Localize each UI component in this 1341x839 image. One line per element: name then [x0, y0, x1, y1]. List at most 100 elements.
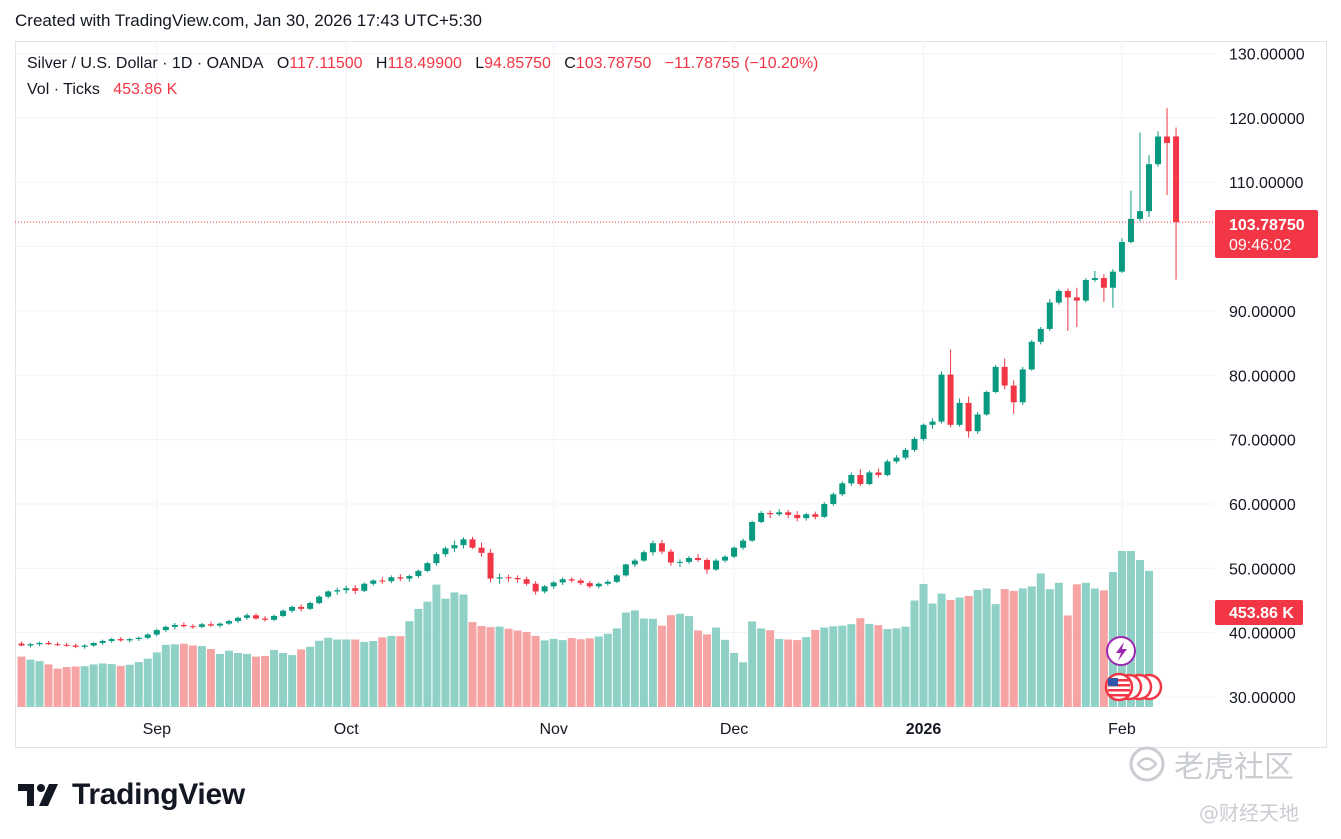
candle [244, 613, 250, 620]
volume-bar [594, 636, 603, 707]
us-economic-event-icons[interactable] [1104, 672, 1163, 702]
candle [713, 558, 720, 571]
volume-bar [865, 623, 874, 707]
volume-bar [459, 594, 468, 707]
candle-body [631, 560, 638, 565]
volume-bar [71, 666, 80, 707]
candle-body [929, 421, 936, 425]
price-tick-label: 70.00000 [1229, 433, 1296, 450]
candle [406, 574, 413, 582]
volume-bar [261, 656, 270, 707]
watermark-author: @财经天地 [1199, 801, 1299, 825]
volume-bar [928, 603, 937, 707]
candle [505, 574, 512, 582]
candle [848, 472, 855, 486]
close-value: 103.78750 [575, 55, 652, 72]
time-tick-label: Nov [539, 721, 567, 738]
volume-bar [414, 608, 423, 707]
tradingview-logo[interactable]: TradingView [18, 778, 245, 812]
candle [478, 542, 485, 557]
candle-body [541, 586, 548, 592]
candle-body [180, 624, 187, 627]
volume-badge[interactable]: 453.86 K [1215, 600, 1303, 625]
candle [1127, 190, 1134, 244]
candle-body [271, 615, 278, 620]
grid-lines [15, 41, 1215, 708]
volume-bar [874, 625, 883, 707]
candle [803, 512, 810, 521]
candle [18, 641, 25, 647]
volume-bar [937, 593, 946, 707]
close-label: C [564, 55, 576, 72]
watermark-community: 老虎社区 [1128, 742, 1294, 786]
volume-bar [197, 646, 206, 707]
volume-bar [477, 626, 486, 707]
candle [135, 636, 142, 642]
last-price-badge[interactable]: 103.78750 09:46:02 [1215, 210, 1318, 258]
candle-body [857, 474, 864, 485]
volume-bar [125, 664, 134, 707]
volume-bar [396, 636, 405, 707]
candle-body [433, 554, 440, 564]
volume-bar [432, 584, 441, 707]
candle [523, 576, 530, 586]
candle-body [225, 621, 232, 624]
candle [1136, 132, 1143, 222]
candle-body [550, 582, 557, 587]
candle [72, 643, 79, 649]
candle-body [613, 575, 620, 582]
volume-bar [549, 638, 558, 707]
volume-bar [98, 663, 107, 707]
volume-bar [982, 588, 991, 707]
candle [180, 622, 187, 628]
tradingview-logo-icon [18, 784, 58, 806]
symbol-label[interactable]: Silver / U.S. Dollar · 1D · OANDA [27, 55, 264, 72]
candle-body [1118, 242, 1125, 272]
candle [207, 621, 214, 627]
candle [307, 601, 314, 611]
candle [902, 447, 909, 460]
candle [622, 563, 629, 577]
candle [767, 510, 774, 519]
volume-bar [170, 644, 179, 707]
candle-body [577, 580, 584, 584]
candle-body [965, 402, 972, 432]
volume-bar [233, 653, 242, 707]
candle-body [532, 583, 539, 592]
candle-body [559, 579, 566, 583]
candle [298, 604, 305, 612]
volume-label[interactable]: Vol · Ticks [27, 81, 100, 98]
candle-body [334, 590, 341, 592]
volume-bar [35, 661, 44, 707]
candle-body [298, 606, 305, 609]
candle-body [1046, 302, 1053, 329]
volume-legend: Vol · Ticks 453.86 K [27, 81, 177, 99]
candle-body [126, 639, 133, 641]
candle [911, 437, 918, 452]
countdown-timer: 09:46:02 [1229, 237, 1291, 254]
candle [667, 548, 674, 566]
candle [343, 585, 350, 594]
candle-body [406, 576, 413, 579]
candle-body [956, 402, 963, 425]
candle [45, 641, 52, 645]
candle [469, 536, 476, 549]
candle [234, 616, 241, 623]
candle [1173, 127, 1180, 280]
volume-bar [486, 627, 495, 707]
candle [875, 468, 882, 478]
volume-bar [901, 626, 910, 707]
candle-body [866, 472, 873, 485]
candle-body [875, 472, 882, 475]
candle-body [1091, 278, 1098, 281]
candle-body [640, 552, 647, 561]
candle [568, 577, 575, 583]
candle [460, 537, 467, 549]
candle-body [244, 615, 250, 618]
candle [613, 574, 620, 584]
volume-bar [504, 628, 513, 707]
candle-body [415, 570, 422, 577]
candle-body [379, 580, 386, 582]
lightning-event-icon[interactable] [1106, 636, 1136, 666]
